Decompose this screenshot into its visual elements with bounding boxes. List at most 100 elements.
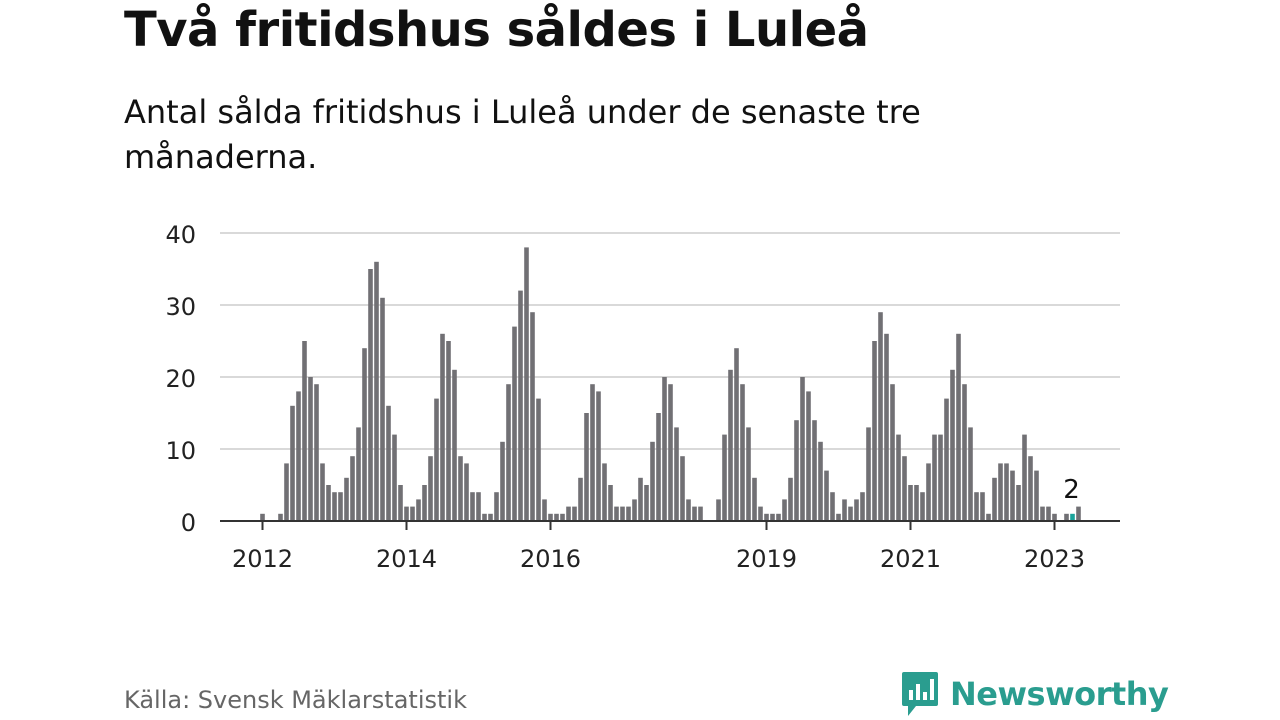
bar [614, 506, 619, 521]
x-tick-label: 2021 [880, 545, 941, 573]
bar [1016, 485, 1021, 521]
newsworthy-logo: Newsworthy [900, 670, 1169, 718]
bar [722, 434, 727, 521]
bar [974, 492, 979, 521]
bar [476, 492, 481, 521]
bar [1010, 470, 1015, 521]
bar [278, 513, 283, 521]
bar [950, 369, 955, 521]
bar [914, 485, 919, 521]
bar [596, 391, 601, 521]
bar [884, 333, 889, 521]
bar [602, 463, 607, 521]
bar [866, 427, 871, 521]
bar [494, 492, 499, 521]
bar [1040, 506, 1045, 521]
bar [590, 384, 595, 521]
source-note: Källa: Svensk Mäklarstatistik [124, 686, 467, 714]
bar [332, 492, 337, 521]
bar [446, 341, 451, 521]
bar [890, 384, 895, 521]
bar [308, 377, 313, 521]
bar [662, 377, 667, 521]
brand-name: Newsworthy [950, 675, 1169, 713]
bar [848, 506, 853, 521]
bar [788, 477, 793, 521]
bar [716, 499, 721, 521]
bar [320, 463, 325, 521]
bar [488, 513, 493, 521]
bar [290, 405, 295, 521]
bar [422, 485, 427, 521]
bar [428, 456, 433, 521]
chart-title: Två fritidshus såldes i Luleå [124, 2, 869, 58]
bar [818, 441, 823, 521]
x-axis-ticks: 2012 2014 2016 2019 2021 2023 [232, 521, 1085, 573]
bar [326, 485, 331, 521]
bar [872, 341, 877, 521]
bar-chart: 0 10 20 30 40 2012 2014 2016 2019 2021 2023 2 [165, 221, 1120, 573]
bar [980, 492, 985, 521]
bar [620, 506, 625, 521]
bar [686, 499, 691, 521]
bar [770, 513, 775, 521]
bar [464, 463, 469, 521]
bar [794, 420, 799, 521]
bar [554, 513, 559, 521]
bar [776, 513, 781, 521]
bar [1064, 513, 1069, 521]
bar [362, 348, 367, 521]
bar [542, 499, 547, 521]
bar [530, 312, 535, 521]
bar [998, 463, 1003, 521]
bar [902, 456, 907, 521]
bar [956, 333, 961, 521]
bar [878, 312, 883, 521]
bar [962, 384, 967, 521]
bar [668, 384, 673, 521]
bar [416, 499, 421, 521]
bar [344, 477, 349, 521]
bar [350, 456, 355, 521]
bar [434, 398, 439, 521]
bar [338, 492, 343, 521]
bar [386, 405, 391, 521]
bar [458, 456, 463, 521]
bar [374, 261, 379, 521]
bar [746, 427, 751, 521]
y-axis-ticks: 0 10 20 30 40 [165, 221, 196, 537]
bar [1034, 470, 1039, 521]
bar [758, 506, 763, 521]
bar [1028, 456, 1033, 521]
bar [296, 391, 301, 521]
x-tick-label: 2016 [520, 545, 581, 573]
bar [1004, 463, 1009, 521]
chart-subtitle: Antal sålda fritidshus i Luleå under de … [124, 93, 921, 176]
bar [380, 297, 385, 521]
bar [356, 427, 361, 521]
bar [536, 398, 541, 521]
y-tick-label: 20 [165, 365, 196, 393]
bar [740, 384, 745, 521]
bar [626, 506, 631, 521]
bar [548, 513, 553, 521]
bar [830, 492, 835, 521]
y-tick-label: 40 [165, 221, 196, 249]
bar-highlighted [1070, 513, 1075, 521]
bar [584, 413, 589, 521]
bar [698, 506, 703, 521]
bar [524, 247, 529, 521]
bar [968, 427, 973, 521]
bar [314, 384, 319, 521]
bar [920, 492, 925, 521]
bar [470, 492, 475, 521]
bar [836, 513, 841, 521]
bar [728, 369, 733, 521]
bar [392, 434, 397, 521]
bar [440, 333, 445, 521]
bar [734, 348, 739, 521]
bar [860, 492, 865, 521]
bar [302, 341, 307, 521]
bar [656, 413, 661, 521]
bar [1052, 513, 1057, 521]
